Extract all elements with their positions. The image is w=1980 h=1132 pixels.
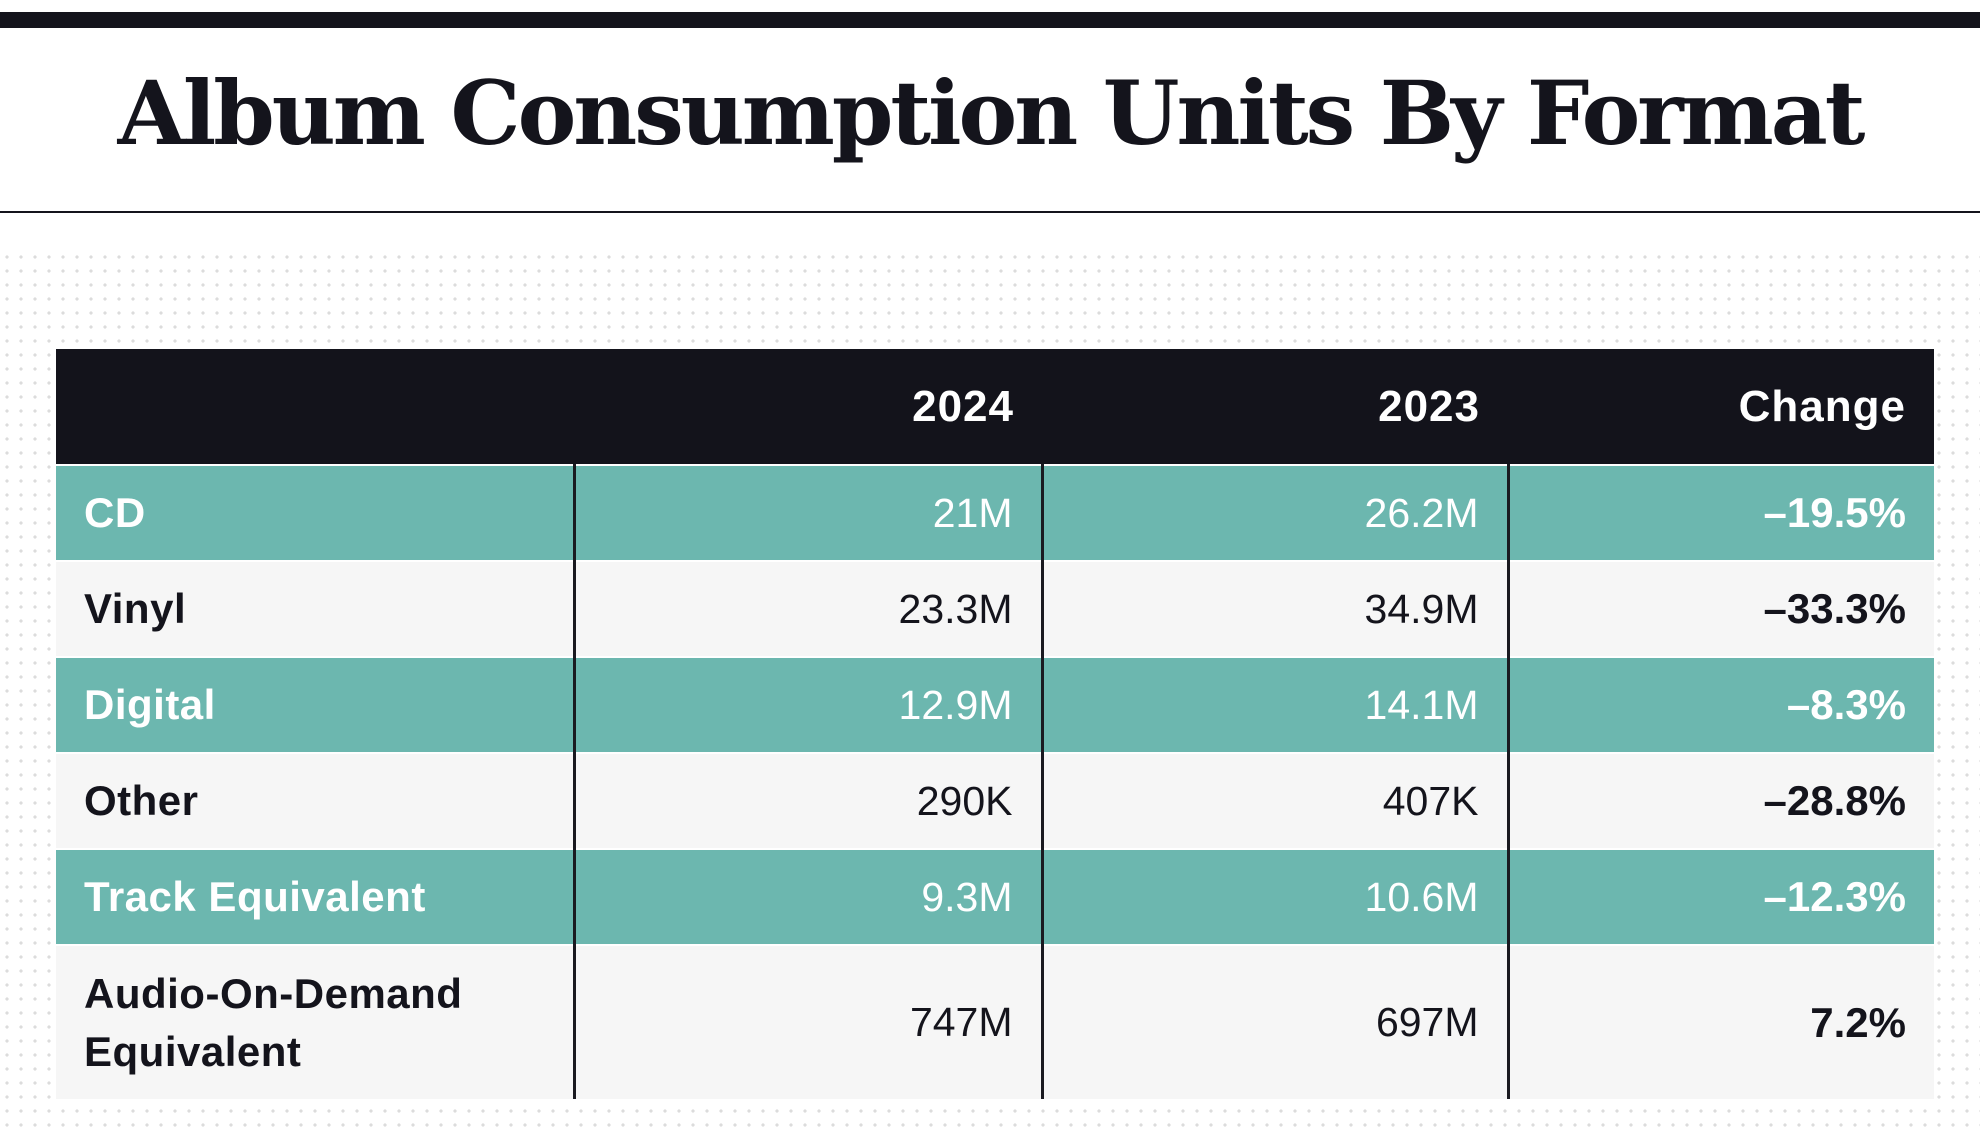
- table-row: Other 290K 407K –28.8%: [56, 752, 1934, 849]
- header-2024: 2024: [912, 381, 1014, 431]
- value-2023-cell: 697M: [1040, 944, 1508, 1099]
- change-cell: 7.2%: [1506, 944, 1934, 1099]
- table-header-row: 2024 2023 Change: [56, 349, 1934, 465]
- table-row: Audio-On-Demand Equivalent 747M 697M 7.2…: [56, 944, 1934, 1099]
- value-2023-cell: 407K: [1040, 752, 1508, 849]
- change-cell: –8.3%: [1506, 656, 1934, 753]
- value-2024-cell: 290K: [572, 752, 1042, 849]
- header-change: Change: [1738, 381, 1906, 431]
- table-row: CD 21M 26.2M –19.5%: [56, 464, 1934, 561]
- table-row: Vinyl 23.3M 34.9M –33.3%: [56, 560, 1934, 657]
- value-2023-cell: 10.6M: [1040, 848, 1508, 945]
- table-container: 2024 2023 Change CD 21M 26.2M –19.5% Vin…: [56, 349, 1934, 1099]
- change-cell: –28.8%: [1506, 752, 1934, 849]
- change-cell: –19.5%: [1506, 464, 1934, 561]
- value-2024-cell: 21M: [572, 464, 1042, 561]
- value-2024-cell: 12.9M: [572, 656, 1042, 753]
- value-2023-cell: 14.1M: [1040, 656, 1508, 753]
- format-cell: Other: [56, 752, 574, 849]
- change-cell: –12.3%: [1506, 848, 1934, 945]
- header-format: [56, 349, 574, 465]
- album-units-table: 2024 2023 Change CD 21M 26.2M –19.5% Vin…: [56, 349, 1934, 1099]
- format-cell: Digital: [56, 656, 574, 753]
- table-row: Digital 12.9M 14.1M –8.3%: [56, 656, 1934, 753]
- table-row: Track Equivalent 9.3M 10.6M –12.3%: [56, 848, 1934, 945]
- page-title: Album Consumption Units By Format: [117, 61, 1866, 165]
- top-rule: [0, 12, 1980, 28]
- change-cell: –33.3%: [1506, 560, 1934, 657]
- title-rule: [0, 211, 1980, 213]
- value-2024-cell: 747M: [572, 944, 1042, 1099]
- value-2024-cell: 9.3M: [572, 848, 1042, 945]
- value-2024-cell: 23.3M: [572, 560, 1042, 657]
- format-cell: Track Equivalent: [56, 848, 574, 945]
- header-2023: 2023: [1378, 381, 1480, 431]
- format-cell: Audio-On-Demand Equivalent: [56, 944, 574, 1099]
- format-cell: CD: [56, 464, 574, 561]
- format-cell: Vinyl: [56, 560, 574, 657]
- value-2023-cell: 26.2M: [1040, 464, 1508, 561]
- value-2023-cell: 34.9M: [1040, 560, 1508, 657]
